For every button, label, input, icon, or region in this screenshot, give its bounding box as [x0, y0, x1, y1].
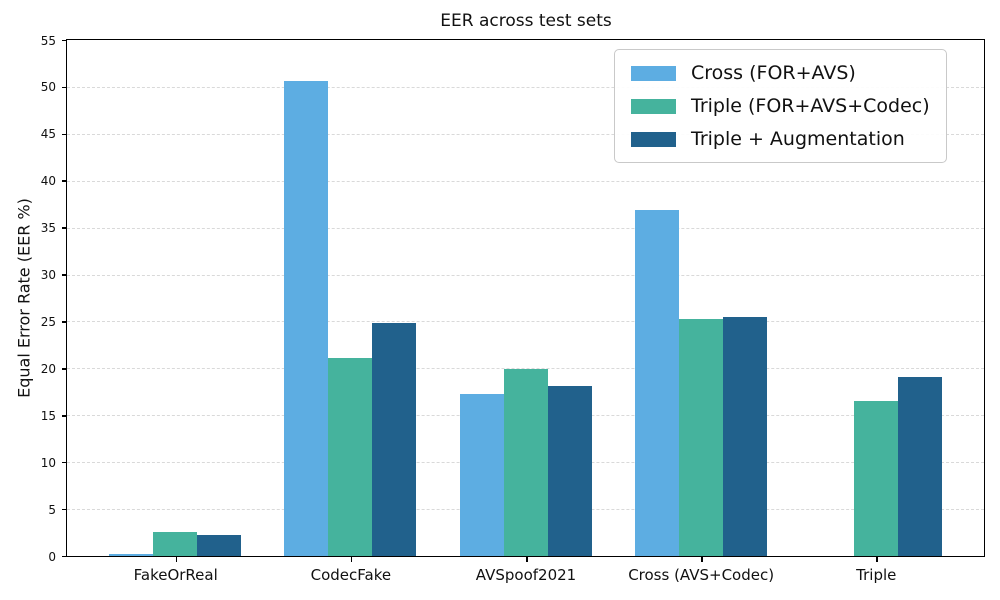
y-tick-mark [62, 86, 67, 89]
bar [503, 369, 548, 556]
bar [853, 401, 898, 556]
y-tick-label: 20 [40, 361, 56, 376]
x-tick-label: AVSpoof2021 [475, 565, 577, 584]
y-tick-label: 0 [48, 549, 56, 564]
y-tick-label: 10 [40, 455, 56, 470]
y-tick-mark [62, 461, 67, 464]
x-tick-mark [526, 556, 528, 562]
gridline [67, 368, 984, 370]
x-tick-label: FakeOrReal [133, 565, 218, 584]
y-tick-label: 5 [48, 502, 56, 517]
y-tick-mark [62, 555, 67, 558]
gridline [67, 86, 984, 88]
x-tick-label: CodecFake [310, 565, 392, 584]
bar [459, 393, 504, 556]
bar [634, 209, 679, 556]
legend-swatch [631, 131, 676, 147]
legend-item: Triple (FOR+AVS+Codec) [631, 94, 930, 118]
y-tick-mark [62, 133, 67, 136]
y-tick-label: 55 [40, 33, 56, 48]
x-tick-label: Cross (AVS+Codec) [628, 565, 775, 584]
y-tick-label: 45 [40, 127, 56, 142]
y-tick-mark [62, 39, 67, 42]
bar [678, 318, 723, 556]
y-tick-label: 40 [40, 174, 56, 189]
legend-item: Cross (FOR+AVS) [631, 61, 930, 85]
legend-label: Triple (FOR+AVS+Codec) [691, 95, 930, 117]
gridline [67, 274, 984, 276]
bar [547, 386, 592, 556]
bar [109, 553, 154, 556]
x-tick-label: Triple [856, 565, 897, 584]
legend-label: Triple + Augmentation [691, 128, 905, 150]
y-tick-mark [62, 227, 67, 229]
y-tick-mark [62, 180, 67, 182]
x-tick-mark [175, 556, 178, 562]
bar [153, 531, 198, 556]
bar [372, 323, 417, 556]
chart-title: EER across test sets [440, 11, 612, 31]
legend-label: Cross (FOR+AVS) [691, 62, 856, 84]
y-tick-mark [62, 368, 67, 370]
x-tick-mark [876, 556, 878, 562]
legend-swatch [631, 65, 676, 81]
bar [722, 316, 767, 556]
y-tick-label: 35 [40, 221, 56, 236]
x-tick-mark [701, 556, 703, 562]
x-tick-mark [350, 556, 353, 562]
gridline [67, 180, 984, 182]
legend-swatch [631, 98, 676, 114]
y-tick-mark [62, 274, 67, 276]
y-tick-mark [62, 508, 67, 511]
gridline [67, 321, 984, 323]
bar [328, 358, 373, 556]
bar [197, 535, 242, 556]
legend: Cross (FOR+AVS) Triple (FOR+AVS+Codec) Tri… [614, 49, 947, 163]
bar [284, 81, 329, 556]
bar [897, 376, 942, 556]
y-tick-mark [62, 415, 67, 417]
gridline [67, 133, 984, 135]
legend-item: Triple + Augmentation [631, 127, 930, 151]
y-tick-label: 15 [40, 408, 56, 423]
y-tick-label: 25 [40, 314, 56, 329]
y-tick-label: 50 [40, 80, 56, 95]
gridline [67, 227, 984, 229]
y-tick-label: 30 [40, 268, 56, 283]
y-tick-mark [62, 321, 67, 323]
